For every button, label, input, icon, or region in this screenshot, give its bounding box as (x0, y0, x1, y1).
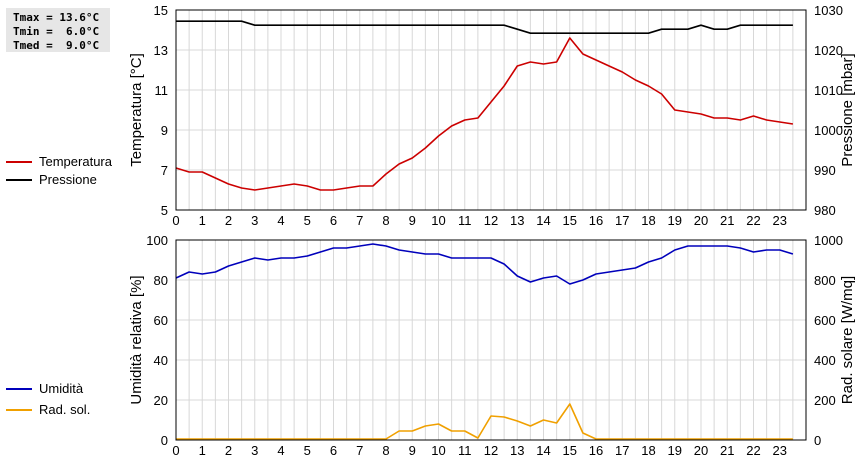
chart1-y2-tick-label: 980 (814, 203, 836, 218)
chart2-x-tick-label: 23 (773, 443, 787, 458)
chart2-y-axis-title: Umidità relativa [%] (128, 275, 145, 404)
chart2-series-primary-line (175, 243, 794, 285)
chart2-x-tick-label: 15 (563, 443, 577, 458)
chart1-y2-tick-label: 1020 (814, 43, 843, 58)
chart2-x-tick-label: 7 (356, 443, 363, 458)
chart1-y2-tick-label: 990 (814, 163, 836, 178)
legend-swatch-temperatura (6, 161, 32, 163)
chart1-x-tick-label: 7 (356, 213, 363, 228)
chart1-x-tick-label: 22 (746, 213, 760, 228)
chart2-frame (175, 239, 807, 441)
chart1-y-tick-label: 11 (155, 83, 169, 98)
chart2-x-tick-label: 14 (536, 443, 550, 458)
legend-label-umidita: Umidità (39, 381, 84, 396)
tmax-label: Tmax = 13.6°C (13, 11, 100, 24)
chart1-x-tick-label: 12 (484, 213, 498, 228)
chart1-x-tick-label: 18 (641, 213, 655, 228)
chart1-y-tick-label: 15 (154, 3, 168, 18)
chart2-y-tick-label: 60 (154, 313, 168, 328)
chart2-x-tick-label: 22 (746, 443, 760, 458)
chart1-x-tick-label: 16 (589, 213, 603, 228)
chart2-y2-tick-label: 0 (814, 433, 821, 448)
chart2-x-tick-label: 4 (277, 443, 284, 458)
legend-label-temperatura: Temperatura (39, 154, 112, 169)
chart2-y-tick-label: 80 (154, 273, 168, 288)
chart2-x-tick-label: 10 (431, 443, 445, 458)
tmed-label: Tmed = 9.0°C (13, 39, 100, 52)
chart1-y2-axis-title: Pressione [mbar] (839, 53, 856, 166)
chart1-series-secondary-line (176, 20, 793, 35)
chart1-x-tick-label: 11 (458, 213, 472, 228)
chart1-x-tick-label: 5 (304, 213, 311, 228)
chart1-y-tick-label: 13 (154, 43, 168, 58)
chart2-y2-tick-label: 800 (814, 273, 836, 288)
chart1-x-tick-label: 8 (382, 213, 389, 228)
chart2-x-tick-label: 13 (510, 443, 524, 458)
tmin-label: Tmin = 6.0°C (13, 25, 100, 38)
chart2-y2-axis-title: Rad. solare [W/mq] (839, 276, 856, 404)
chart1-x-tick-label: 1 (199, 213, 206, 228)
chart1-x-tick-label: 15 (563, 213, 577, 228)
chart2-y-tick-label: 0 (161, 433, 168, 448)
chart2-y2-tick-label: 1000 (814, 233, 843, 248)
chart1-y2-tick-label: 1030 (814, 3, 843, 18)
chart1-y-tick-label: 9 (161, 123, 168, 138)
legend-swatch-pressione (6, 179, 32, 181)
chart2-x-tick-label: 11 (458, 443, 472, 458)
chart1-x-tick-label: 0 (172, 213, 179, 228)
chart2-y2-tick-label: 400 (814, 353, 836, 368)
chart2-x-tick-label: 9 (409, 443, 416, 458)
chart1-x-tick-label: 10 (431, 213, 445, 228)
chart2-x-tick-label: 0 (172, 443, 179, 458)
chart1-x-tick-label: 23 (773, 213, 787, 228)
chart2-x-tick-label: 19 (668, 443, 682, 458)
chart1-x-tick-label: 9 (409, 213, 416, 228)
chart2-x-tick-label: 21 (720, 443, 734, 458)
chart2-y-tick-label: 20 (154, 393, 168, 408)
chart1-frame (175, 9, 807, 211)
chart1-y2-tick-label: 1000 (814, 123, 843, 138)
chart2-x-tick-label: 2 (225, 443, 232, 458)
chart1-y-tick-label: 5 (161, 203, 168, 218)
legend-label-pressione: Pressione (39, 172, 97, 187)
legend-swatch-rad-sol (6, 409, 32, 411)
chart1-x-tick-label: 4 (277, 213, 284, 228)
chart2-x-tick-label: 18 (641, 443, 655, 458)
chart1-x-tick-label: 14 (536, 213, 550, 228)
chart2-x-tick-label: 12 (484, 443, 498, 458)
chart2-x-tick-label: 8 (382, 443, 389, 458)
chart2-x-tick-label: 20 (694, 443, 708, 458)
chart1-x-tick-label: 13 (510, 213, 524, 228)
chart2-series-secondary-line (176, 403, 793, 440)
chart1-x-tick-label: 17 (615, 213, 629, 228)
chart2-y2-tick-label: 200 (814, 393, 836, 408)
chart2-x-tick-label: 16 (589, 443, 603, 458)
chart1-x-tick-label: 19 (668, 213, 682, 228)
temperature-stats-box: Tmax = 13.6°C Tmin = 6.0°C Tmed = 9.0°C (6, 8, 110, 52)
chart2-x-tick-label: 17 (615, 443, 629, 458)
legend-swatch-umidita (6, 388, 32, 390)
chart2-x-tick-label: 6 (330, 443, 337, 458)
chart2-x-tick-label: 3 (251, 443, 258, 458)
chart1-x-tick-label: 21 (720, 213, 734, 228)
chart1-x-tick-label: 3 (251, 213, 258, 228)
chart2-y-tick-label: 40 (154, 353, 168, 368)
chart1-y-tick-label: 7 (161, 163, 168, 178)
chart2-x-tick-label: 5 (304, 443, 311, 458)
chart1-y2-tick-label: 1010 (814, 83, 843, 98)
chart2-y-tick-label: 100 (146, 233, 168, 248)
chart1-y-axis-title: Temperatura [°C] (128, 53, 145, 167)
chart1-x-tick-label: 6 (330, 213, 337, 228)
legend-label-rad-sol: Rad. sol. (39, 402, 91, 417)
chart1-x-tick-label: 2 (225, 213, 232, 228)
chart2-y2-tick-label: 600 (814, 313, 836, 328)
chart1-x-tick-label: 20 (694, 213, 708, 228)
chart1-series-primary-line (175, 37, 794, 191)
chart2-x-tick-label: 1 (199, 443, 206, 458)
